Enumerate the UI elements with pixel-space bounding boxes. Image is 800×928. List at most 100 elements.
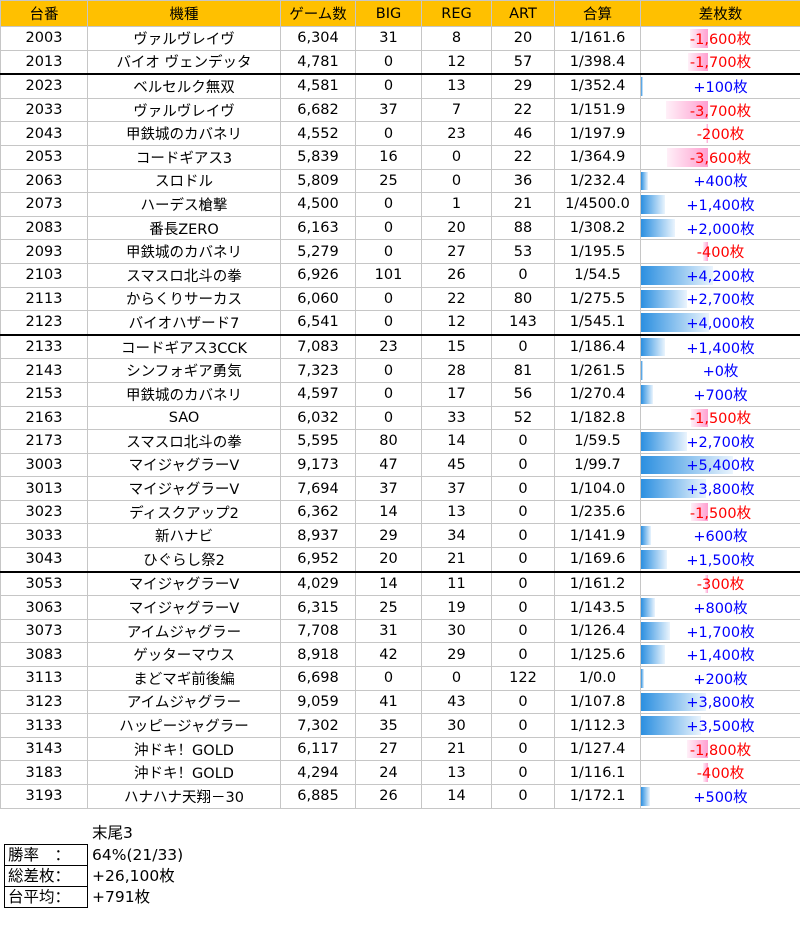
difference-bar	[641, 171, 648, 191]
cell-difference: -1,500枚	[640, 499, 800, 525]
cell-machine-name: ハーデス槍撃	[87, 192, 281, 217]
header-row: 台番 機種 ゲーム数 BIG REG ART 合算 差枚数	[0, 0, 800, 27]
cell-big: 20	[355, 547, 422, 573]
cell-big: 26	[355, 784, 422, 809]
cell-art: 81	[491, 358, 555, 383]
cell-art: 20	[491, 26, 555, 51]
cell-machine-no: 2033	[0, 97, 88, 123]
cell-games: 5,809	[280, 168, 356, 194]
difference-bar	[641, 669, 645, 688]
difference-bar	[641, 77, 643, 96]
cell-machine-name: アイムジャグラー	[87, 689, 281, 715]
cell-games: 4,294	[280, 760, 356, 785]
cell-machine-name: マイジャグラーV	[87, 595, 281, 620]
cell-combined: 1/127.4	[554, 736, 641, 762]
table-row: 2033 ヴァルヴレイヴ 6,682 37 7 22 1/151.9 -3,700枚	[0, 97, 800, 123]
cell-difference: +1,500枚	[640, 547, 800, 573]
cell-art: 0	[491, 595, 555, 620]
cell-machine-name: アイムジャグラー	[87, 618, 281, 644]
cell-big: 23	[355, 333, 422, 360]
cell-combined: 1/54.5	[554, 262, 641, 288]
cell-combined: 1/169.6	[554, 547, 641, 573]
difference-value: +1,400枚	[686, 197, 755, 214]
header-difference: 差枚数	[640, 0, 800, 27]
table-row: 2173 スマスロ北斗の拳 5,595 80 14 0 1/59.5 +2,700枚	[0, 429, 800, 454]
cell-art: 29	[491, 73, 555, 99]
cell-machine-name: マイジャグラーV	[87, 570, 281, 597]
difference-bar	[641, 645, 665, 665]
cell-art: 0	[491, 333, 555, 360]
cell-combined: 1/261.5	[554, 358, 641, 383]
difference-value: -1,500枚	[689, 411, 752, 428]
cell-difference: +5,400枚	[640, 452, 800, 478]
cell-machine-no: 3043	[0, 547, 88, 573]
difference-value: +3,800枚	[686, 482, 755, 499]
cell-reg: 19	[421, 595, 492, 620]
difference-bar	[703, 242, 708, 261]
cell-machine-no: 3113	[0, 666, 88, 691]
cell-machine-name: バイオ ヴェンデッタ	[87, 49, 281, 75]
summary-label: 総差枚：	[4, 865, 88, 887]
table-row: 3073 アイムジャグラー 7,708 31 30 0 1/126.4 +1,700枚	[0, 618, 800, 644]
cell-machine-name: 新ハナビ	[87, 523, 281, 549]
table-row: 3043 ひぐらし祭2 6,952 20 21 0 1/169.6 +1,500枚	[0, 547, 800, 573]
cell-games: 6,541	[280, 310, 356, 336]
cell-combined: 1/364.9	[554, 144, 641, 170]
cell-art: 0	[491, 784, 555, 809]
cell-machine-no: 2073	[0, 192, 88, 217]
cell-games: 6,304	[280, 26, 356, 51]
cell-reg: 21	[421, 547, 492, 573]
cell-games: 9,059	[280, 689, 356, 715]
table-row: 3013 マイジャグラーV 7,694 37 37 0 1/104.0 +3,800枚	[0, 476, 800, 501]
cell-games: 6,060	[280, 286, 356, 312]
cell-machine-name: ディスクアップ2	[87, 499, 281, 525]
cell-games: 6,885	[280, 784, 356, 809]
cell-games: 6,698	[280, 666, 356, 691]
difference-bar	[705, 124, 708, 143]
cell-games: 6,682	[280, 97, 356, 123]
difference-value: +800枚	[693, 601, 748, 618]
cell-combined: 1/107.8	[554, 689, 641, 715]
table-row: 2123 バイオハザード7 6,541 0 12 143 1/545.1 +4,000枚	[0, 310, 800, 336]
cell-big: 0	[355, 405, 422, 431]
cell-combined: 1/112.3	[554, 713, 641, 738]
cell-difference: -3,600枚	[640, 144, 800, 170]
table-row: 2043 甲鉄城のカバネリ 4,552 0 23 46 1/197.9 -200枚	[0, 121, 800, 146]
difference-value: +2,700枚	[686, 434, 755, 451]
cell-difference: -1,600枚	[640, 26, 800, 51]
cell-machine-name: ゲッターマウス	[87, 642, 281, 668]
cell-big: 25	[355, 595, 422, 620]
cell-combined: 1/545.1	[554, 310, 641, 336]
cell-big: 16	[355, 144, 422, 170]
cell-combined: 1/186.4	[554, 333, 641, 360]
difference-value: -1,800枚	[689, 742, 752, 759]
difference-value: +700枚	[693, 387, 748, 404]
difference-bar	[641, 550, 667, 569]
cell-reg: 37	[421, 476, 492, 501]
cell-art: 57	[491, 49, 555, 75]
cell-machine-name: 甲鉄城のカバネリ	[87, 239, 281, 264]
cell-machine-no: 2023	[0, 73, 88, 99]
cell-art: 0	[491, 429, 555, 454]
summary-value: +26,100枚	[92, 867, 175, 885]
cell-big: 0	[355, 215, 422, 241]
cell-machine-name: 甲鉄城のカバネリ	[87, 121, 281, 146]
cell-machine-no: 3143	[0, 736, 88, 762]
cell-combined: 1/195.5	[554, 239, 641, 264]
cell-big: 0	[355, 666, 422, 691]
table-row: 3063 マイジャグラーV 6,315 25 19 0 1/143.5 +800枚	[0, 595, 800, 620]
cell-machine-no: 3013	[0, 476, 88, 501]
cell-combined: 1/161.6	[554, 26, 641, 51]
difference-bar	[641, 432, 687, 451]
cell-art: 0	[491, 476, 555, 501]
cell-difference: -400枚	[640, 760, 800, 785]
cell-combined: 1/275.5	[554, 286, 641, 312]
difference-bar	[704, 574, 708, 594]
cell-reg: 13	[421, 73, 492, 99]
cell-big: 25	[355, 168, 422, 194]
cell-difference: +1,400枚	[640, 642, 800, 668]
difference-value: +1,700枚	[686, 624, 755, 641]
cell-big: 0	[355, 358, 422, 383]
cell-art: 52	[491, 405, 555, 431]
difference-value: +3,800枚	[686, 695, 755, 712]
